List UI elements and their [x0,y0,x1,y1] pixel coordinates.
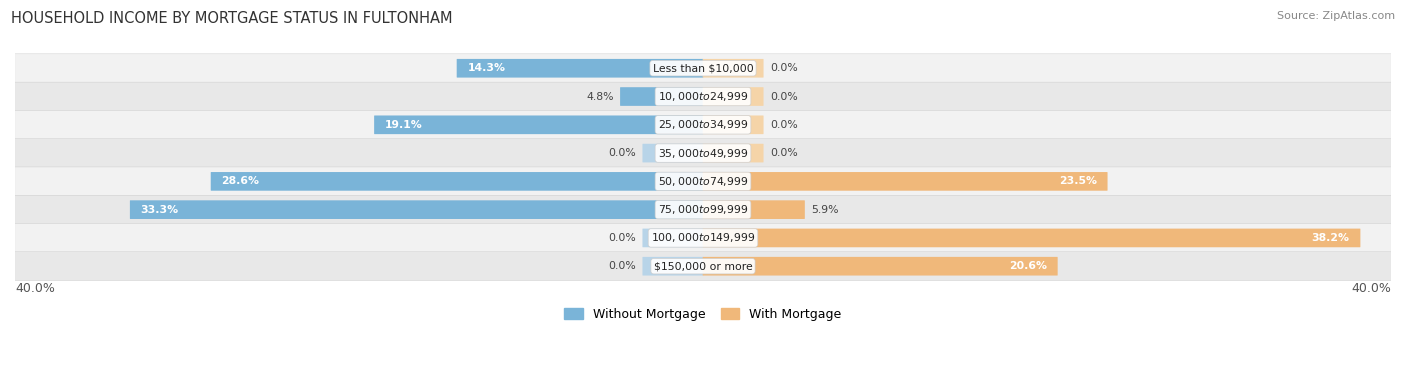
Text: $75,000 to $99,999: $75,000 to $99,999 [658,203,748,216]
FancyBboxPatch shape [703,87,763,106]
Text: 0.0%: 0.0% [609,261,636,271]
FancyBboxPatch shape [703,228,1361,247]
Text: Less than $10,000: Less than $10,000 [652,63,754,73]
FancyBboxPatch shape [703,257,1057,276]
Text: 40.0%: 40.0% [15,282,55,295]
FancyBboxPatch shape [15,82,1391,111]
Text: $35,000 to $49,999: $35,000 to $49,999 [658,147,748,159]
FancyBboxPatch shape [703,144,763,162]
FancyBboxPatch shape [703,59,763,78]
Text: $100,000 to $149,999: $100,000 to $149,999 [651,231,755,244]
FancyBboxPatch shape [703,115,763,134]
Text: 0.0%: 0.0% [609,148,636,158]
Text: 38.2%: 38.2% [1312,233,1350,243]
Text: 40.0%: 40.0% [1351,282,1391,295]
Text: $10,000 to $24,999: $10,000 to $24,999 [658,90,748,103]
Text: 19.1%: 19.1% [385,120,423,130]
Text: 0.0%: 0.0% [770,63,797,73]
Legend: Without Mortgage, With Mortgage: Without Mortgage, With Mortgage [560,303,846,326]
Text: Source: ZipAtlas.com: Source: ZipAtlas.com [1277,11,1395,21]
Text: 23.5%: 23.5% [1059,176,1097,186]
Text: 0.0%: 0.0% [609,233,636,243]
FancyBboxPatch shape [643,257,703,276]
FancyBboxPatch shape [15,167,1391,196]
FancyBboxPatch shape [15,224,1391,252]
FancyBboxPatch shape [15,139,1391,167]
Text: 0.0%: 0.0% [770,120,797,130]
Text: 4.8%: 4.8% [586,92,613,101]
FancyBboxPatch shape [643,228,703,247]
FancyBboxPatch shape [620,87,703,106]
FancyBboxPatch shape [211,172,703,191]
FancyBboxPatch shape [374,115,703,134]
FancyBboxPatch shape [15,110,1391,139]
FancyBboxPatch shape [15,195,1391,224]
Text: HOUSEHOLD INCOME BY MORTGAGE STATUS IN FULTONHAM: HOUSEHOLD INCOME BY MORTGAGE STATUS IN F… [11,11,453,26]
Text: 0.0%: 0.0% [770,92,797,101]
Text: 5.9%: 5.9% [811,205,839,215]
Text: $150,000 or more: $150,000 or more [654,261,752,271]
Text: $50,000 to $74,999: $50,000 to $74,999 [658,175,748,188]
Text: 0.0%: 0.0% [770,148,797,158]
FancyBboxPatch shape [643,144,703,162]
Text: $25,000 to $34,999: $25,000 to $34,999 [658,118,748,131]
FancyBboxPatch shape [15,54,1391,83]
Text: 20.6%: 20.6% [1010,261,1047,271]
Text: 33.3%: 33.3% [141,205,179,215]
FancyBboxPatch shape [703,172,1108,191]
Text: 28.6%: 28.6% [221,176,259,186]
Text: 14.3%: 14.3% [467,63,505,73]
FancyBboxPatch shape [703,200,804,219]
FancyBboxPatch shape [129,200,703,219]
FancyBboxPatch shape [15,252,1391,280]
FancyBboxPatch shape [457,59,703,78]
